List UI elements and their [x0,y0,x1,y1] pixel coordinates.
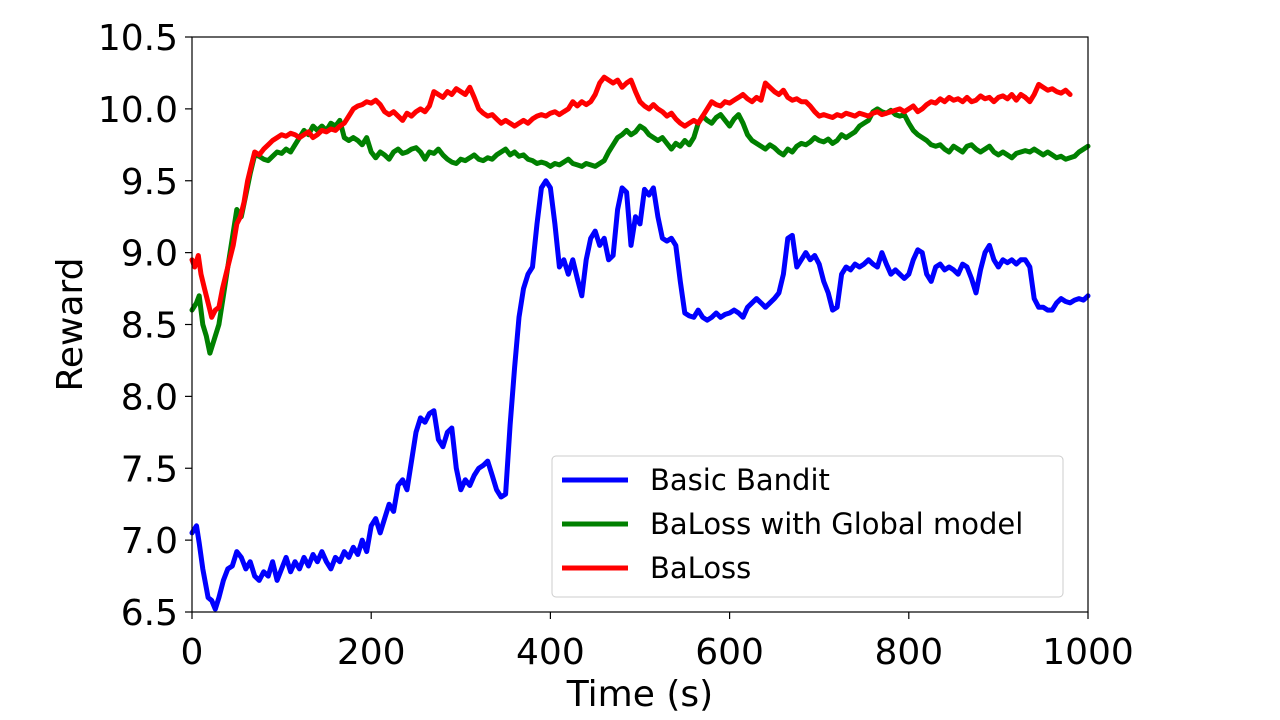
series-line-2 [189,74,1073,320]
y-tick-label: 9.5 [121,162,178,203]
y-axis: 6.5 7.0 7.5 8.0 8.5 9.0 9.5 10.0 10.5 [98,18,192,634]
y-tick-label: 8.5 [121,306,178,347]
x-tick-label: 600 [695,632,764,673]
x-tick-label: 400 [516,632,585,673]
y-tick-label: 9.0 [121,234,178,275]
x-tick-label: 1000 [1042,632,1134,673]
legend: Basic Bandit BaLoss with Global model BaLo… [551,455,1064,598]
x-tick-label: 200 [337,632,406,673]
legend-label: Basic Bandit [650,463,830,497]
x-tick-label: 0 [181,632,204,673]
x-tick-label: 800 [874,632,943,673]
legend-label: BaLoss [650,551,751,585]
x-axis: 0 200 400 600 800 1000 [181,612,1134,673]
legend-box [551,455,1064,598]
y-tick-label: 6.5 [121,593,178,634]
y-tick-label: 7.5 [121,449,178,490]
y-tick-label: 8.0 [121,377,178,418]
y-tick-label: 10.5 [98,18,178,59]
legend-label: BaLoss with Global model [650,507,1023,541]
y-axis-label: Reward [50,257,91,391]
y-tick-label: 7.0 [121,521,178,562]
x-axis-label: Time (s) [566,674,713,715]
series-layer [189,74,1091,612]
series-line-0 [189,178,1091,612]
series-line-1 [189,106,1091,356]
y-tick-label: 10.0 [98,90,178,131]
legend-items: Basic Bandit BaLoss with Global model BaLo… [562,463,1023,585]
